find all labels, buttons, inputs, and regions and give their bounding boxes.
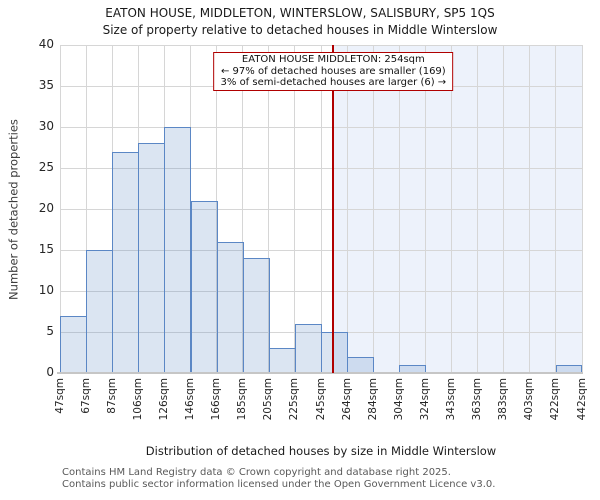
x-axis-tick-text: 383sqm (497, 378, 510, 421)
gridline-v (581, 45, 583, 373)
gridline-v (320, 45, 322, 373)
x-axis-tick-label: 245sqm (314, 378, 328, 424)
gridline-v (242, 45, 244, 373)
gridline-v (477, 45, 479, 373)
x-axis-tick-label: 383sqm (497, 378, 511, 424)
x-axis-tick-text: 284sqm (366, 378, 379, 421)
gridline-v (529, 45, 531, 373)
histogram-bar (321, 332, 349, 373)
histogram-bar (164, 127, 192, 373)
x-axis-tick-text: 185sqm (236, 378, 249, 421)
histogram-bar (294, 323, 322, 373)
marker-line (332, 45, 335, 373)
histogram-bar (112, 151, 140, 373)
y-axis-tick-label: 10 (38, 283, 54, 297)
x-axis-tick-label: 126sqm (157, 378, 171, 424)
annotation-larger-text: 3% of semi-detached houses are larger (6… (220, 77, 447, 88)
annotation-box: EATON HOUSE MIDDLETON: 254sqm ← 97% of d… (213, 52, 454, 91)
histogram-bar (347, 356, 375, 373)
x-axis-tick-label: 403sqm (523, 378, 537, 424)
x-axis-tick-text: 225sqm (288, 378, 301, 421)
gridline-v (85, 45, 87, 373)
histogram-bar (268, 348, 296, 373)
y-axis-tick-label: 15 (38, 242, 54, 256)
x-axis-tick-text: 67sqm (79, 378, 92, 414)
x-axis-tick-text: 363sqm (471, 378, 484, 421)
x-axis-tick-label: 284sqm (366, 378, 380, 424)
y-axis-tick-label: 25 (38, 160, 54, 174)
gridline-v (346, 45, 348, 373)
annotation-smaller-text: ← 97% of detached houses are smaller (16… (220, 65, 446, 77)
x-axis-tick-label: 185sqm (236, 378, 250, 424)
y-axis-tick-label: 0 (46, 365, 54, 379)
y-axis-tick-label: 5 (46, 324, 54, 338)
x-axis-tick-label: 304sqm (392, 378, 406, 424)
x-axis-tick-text: 126sqm (157, 378, 170, 421)
histogram-bar (555, 364, 582, 373)
x-axis-tick-text: 324sqm (418, 378, 431, 421)
x-axis-tick-text: 264sqm (340, 378, 353, 421)
x-axis-tick-text: 422sqm (549, 378, 562, 421)
x-axis-line (57, 372, 583, 374)
x-axis-tick-label: 264sqm (340, 378, 354, 424)
annotation-title: EATON HOUSE MIDDLETON: 254sqm (241, 54, 425, 65)
x-axis-tick-label: 225sqm (288, 378, 302, 424)
x-axis-tick-label: 422sqm (549, 378, 563, 424)
gridline-v (424, 45, 426, 373)
footer-line: Contains public sector information licen… (62, 478, 496, 490)
x-axis-tick-text: 146sqm (184, 378, 196, 421)
chart-subtitle: Size of property relative to detached ho… (102, 23, 498, 37)
plot-area: EATON HOUSE MIDDLETON: 254sqm ← 97% of d… (57, 44, 583, 374)
y-axis-tick-label: 35 (38, 78, 54, 92)
x-axis-tick-label: 47sqm (53, 378, 67, 418)
x-axis-tick-label: 363sqm (471, 378, 485, 424)
x-axis-tick-text: 343sqm (445, 378, 457, 421)
x-axis-tick-label: 166sqm (210, 378, 224, 424)
x-axis-title: Distribution of detached houses by size … (145, 444, 497, 458)
gridline-v (372, 45, 374, 373)
x-axis-tick-label: 442sqm (575, 378, 589, 424)
gridline-v (294, 45, 296, 373)
gridline-v (555, 45, 557, 373)
histogram-bar (216, 241, 244, 373)
x-axis-tick-text: 166sqm (210, 378, 223, 421)
gridline-v (59, 45, 61, 373)
x-axis-tick-text: 106sqm (131, 378, 144, 421)
x-axis-tick-text: 205sqm (262, 378, 275, 421)
x-axis-tick-text: 403sqm (523, 378, 536, 421)
x-axis-tick-label: 324sqm (418, 378, 432, 424)
gridline-v (451, 45, 452, 373)
y-axis-tick-label: 30 (38, 119, 54, 133)
x-axis-tick-label: 343sqm (445, 378, 459, 424)
footer-attribution: Contains HM Land Registry data © Crown c… (62, 467, 495, 490)
histogram-bar (86, 250, 114, 373)
histogram-bar (190, 200, 218, 373)
gridline-v (503, 45, 505, 373)
y-axis-tick-label: 40 (38, 37, 54, 51)
gridline-v (398, 45, 400, 373)
gridline-v (268, 45, 270, 373)
chart-title: EATON HOUSE, MIDDLETON, WINTERSLOW, SALI… (105, 6, 495, 20)
footer-line: Contains HM Land Registry data © Crown c… (62, 467, 451, 478)
x-axis-tick-label: 146sqm (184, 378, 198, 424)
histogram-bar (138, 143, 166, 373)
y-axis-tick-label: 20 (38, 201, 54, 215)
x-axis-tick-label: 205sqm (262, 378, 276, 424)
x-axis-tick-text: 442sqm (575, 378, 588, 421)
x-axis-tick-text: 245sqm (314, 378, 327, 421)
x-axis-tick-text: 304sqm (392, 378, 405, 421)
x-axis-tick-text: 87sqm (105, 378, 118, 414)
x-axis-tick-label: 87sqm (105, 378, 119, 418)
x-axis-tick-label: 67sqm (79, 378, 93, 418)
histogram-bar (60, 315, 88, 373)
x-axis-tick-text: 47sqm (53, 378, 66, 414)
histogram-bar (242, 258, 270, 373)
histogram-bar (399, 364, 427, 373)
x-axis-tick-label: 106sqm (131, 378, 145, 424)
